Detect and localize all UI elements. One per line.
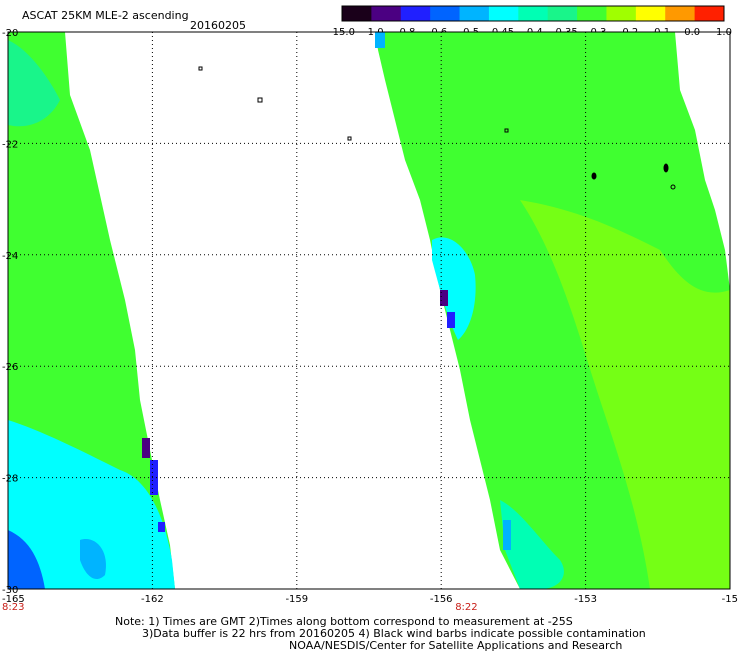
island-6 — [663, 163, 669, 173]
pass-time-label: 8:22 — [455, 602, 477, 613]
colorbar-swatch-6 — [518, 6, 549, 21]
map-frame — [7, 31, 731, 590]
pass-time-label: 8:23 — [2, 602, 24, 613]
island-1 — [198, 66, 203, 71]
swath-left-low-area — [8, 420, 175, 589]
swath-left-blue-patch — [8, 530, 45, 589]
longitude-label: -159 — [285, 594, 308, 605]
swath-right-lower-blue — [503, 520, 511, 550]
colorbar-swatch-11 — [665, 6, 696, 21]
latitude-label: -22 — [2, 139, 18, 150]
island-7 — [670, 184, 676, 190]
colorbar-swatch-9 — [606, 6, 637, 21]
longitude-labels: -165 -162 -159 -156 -153 -15 — [2, 594, 738, 605]
colorbar-swatch-8 — [577, 6, 607, 21]
island-3 — [347, 136, 352, 141]
longitude-label: -15 — [722, 594, 738, 605]
swath-right-low-area — [432, 237, 476, 340]
latitude-label: -26 — [2, 362, 18, 373]
longitude-label: -165 — [2, 594, 25, 605]
latitude-label: -30 — [2, 585, 18, 596]
island-outlines — [198, 66, 676, 190]
swath-left-teal-patch — [8, 40, 60, 127]
colorbar-swatch-5 — [488, 6, 519, 21]
longitude-label: -162 — [141, 594, 164, 605]
latitude-label: -28 — [2, 474, 18, 485]
pass-time-labels: 8:23 8:22 — [2, 602, 478, 613]
footer-note-line2: 3)Data buffer is 22 hrs from 20160205 4)… — [142, 627, 646, 640]
colorbar-swatch-12 — [694, 6, 725, 21]
longitude-label: -153 — [574, 594, 597, 605]
swath-right-blue-cell — [447, 312, 455, 328]
colorbar-swatch-4 — [459, 6, 490, 21]
colorbar-swatch-3 — [430, 6, 461, 21]
colorbar-swatch-10 — [635, 6, 666, 21]
product-date: 20160205 — [190, 19, 246, 32]
latitude-label: -20 — [2, 28, 18, 39]
colorbar-frame — [341, 5, 725, 22]
island-2 — [257, 97, 263, 103]
graticule — [8, 32, 730, 589]
swath-left-dark-cell — [142, 438, 150, 458]
colorbar-swatch-1 — [371, 6, 402, 21]
swath-right-dark-cell — [440, 290, 448, 306]
swath-right-light-band — [520, 200, 730, 589]
latitude-label: -24 — [2, 251, 18, 262]
swath-left-blue-spot — [80, 539, 106, 580]
footer-credit: NOAA/NESDIS/Center for Satellite Applica… — [289, 639, 623, 652]
colorbar-swatch-2 — [400, 6, 431, 21]
colorbar-swatch-7 — [547, 6, 578, 21]
swath-right-lower-teal — [500, 500, 564, 589]
swath-right-top-blue — [375, 32, 385, 48]
latitude-labels: -20 -22 -24 -26 -28 -30 — [2, 28, 18, 596]
island-4 — [504, 128, 509, 133]
swath-left-deep-blue — [150, 460, 158, 495]
colorbar-swatch-0 — [342, 6, 372, 21]
product-title: ASCAT 25KM MLE-2 ascending — [22, 9, 189, 22]
swath-left-edge-blue — [158, 522, 165, 532]
longitude-label: -156 — [430, 594, 453, 605]
footer-note-line1: Note: 1) Times are GMT 2)Times along bot… — [115, 615, 573, 628]
island-5 — [591, 172, 597, 180]
